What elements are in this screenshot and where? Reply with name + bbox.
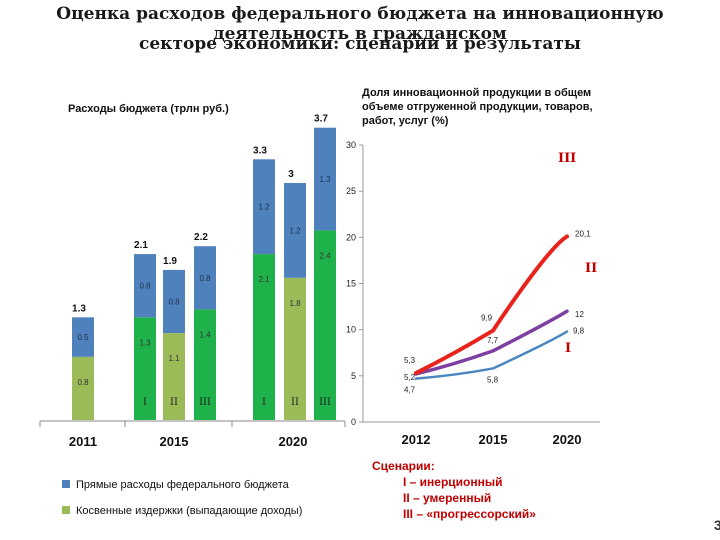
bar-indirect bbox=[163, 333, 185, 420]
line-series-II bbox=[414, 309, 569, 376]
bar-indirect bbox=[314, 230, 336, 420]
line-chart-title: работ, услуг (%) bbox=[362, 115, 449, 127]
bar-indirect bbox=[134, 317, 156, 420]
bar-scenario-label: III bbox=[319, 397, 331, 408]
bar-scenario-label: I bbox=[262, 397, 266, 408]
bar-direct-label: 0.8 bbox=[168, 298, 180, 307]
bar-total-label: 2.2 bbox=[194, 232, 208, 243]
line-data-label: 9,9 bbox=[481, 314, 493, 323]
line-x-tick-label: 2012 bbox=[402, 432, 431, 447]
bar-indirect-label: 0.8 bbox=[77, 378, 89, 387]
bar-total-label: 2.1 bbox=[134, 240, 148, 251]
line-series-name: I bbox=[565, 341, 571, 356]
bar-group-label: 2011 bbox=[69, 434, 97, 449]
line-y-tick-label: 15 bbox=[346, 279, 356, 289]
bar-total-label: 1.3 bbox=[72, 303, 86, 314]
line-data-label: 5,3 bbox=[404, 356, 416, 365]
line-x-tick-label: 2015 bbox=[479, 432, 508, 447]
bar-direct-label: 0.8 bbox=[199, 274, 211, 283]
line-data-label: 5,8 bbox=[487, 375, 499, 384]
scenario-item: II – умеренный bbox=[403, 491, 491, 505]
scenarios-heading: Сценарии: bbox=[372, 459, 435, 473]
line-data-label: 4,7 bbox=[404, 386, 416, 395]
legend-swatch bbox=[62, 480, 70, 488]
scenario-item: I – инерционный bbox=[403, 475, 503, 489]
bar-group-label: 2020 bbox=[279, 434, 308, 449]
bar-indirect bbox=[284, 277, 306, 420]
scenario-item: III – «прогрессорский» bbox=[403, 507, 536, 521]
legend-swatch bbox=[62, 506, 70, 514]
bar-indirect bbox=[72, 356, 94, 420]
line-series-name: II bbox=[585, 261, 597, 276]
bar-indirect-label: 1.4 bbox=[199, 330, 211, 339]
slide-title-line-2: секторе экономики: сценарии и результаты bbox=[139, 34, 581, 54]
bar-total-label: 3 bbox=[288, 169, 294, 180]
bar-scenario-label: II bbox=[170, 397, 178, 408]
bar-direct bbox=[163, 269, 185, 334]
line-y-tick-label: 5 bbox=[351, 371, 356, 381]
bar-direct-label: 0.5 bbox=[77, 333, 89, 342]
line-series-name: III bbox=[558, 151, 576, 166]
bar-indirect-label: 1.1 bbox=[168, 354, 180, 363]
line-chart-title: объеме отгруженной продукции, товаров, bbox=[362, 101, 593, 113]
bar-direct bbox=[284, 183, 306, 278]
bar-direct-label: 0.8 bbox=[139, 282, 151, 291]
line-chart-title: Доля инновационной продукции в общем bbox=[362, 87, 591, 99]
bar-total-label: 3.7 bbox=[314, 114, 328, 125]
bar-direct bbox=[314, 127, 336, 231]
bar-group-label: 2015 bbox=[160, 434, 189, 449]
legend-label: Прямые расходы федерального бюджета bbox=[76, 479, 290, 491]
line-data-label: 20,1 bbox=[575, 229, 591, 238]
bar-direct-label: 1.2 bbox=[289, 226, 301, 235]
line-y-tick-label: 20 bbox=[346, 232, 356, 242]
slide-title-line-1: Оценка расходов федерального бюджета на … bbox=[56, 4, 664, 44]
bar-direct bbox=[134, 254, 156, 318]
bar-direct bbox=[194, 246, 216, 310]
bar-scenario-label: II bbox=[291, 397, 299, 408]
bar-indirect-label: 1.3 bbox=[139, 338, 151, 347]
bar-indirect-label: 2.1 bbox=[258, 275, 270, 284]
line-y-tick-label: 25 bbox=[346, 186, 356, 196]
line-x-tick-label: 2020 bbox=[553, 432, 582, 447]
line-data-label: 7,7 bbox=[487, 336, 499, 345]
bar-direct-label: 1.3 bbox=[319, 175, 331, 184]
line-y-tick-label: 30 bbox=[346, 140, 356, 150]
legend-label: Косвенные издержки (выпадающие доходы) bbox=[76, 505, 302, 517]
bar-indirect-label: 2.4 bbox=[319, 251, 331, 260]
line-data-label: 9,8 bbox=[573, 327, 585, 336]
bar-indirect bbox=[194, 309, 216, 420]
line-data-label: 12 bbox=[575, 310, 584, 319]
line-y-tick-label: 10 bbox=[346, 325, 356, 335]
bar-scenario-label: I bbox=[143, 397, 147, 408]
line-series-I bbox=[414, 330, 569, 380]
page-number: 3 bbox=[714, 517, 720, 533]
bar-indirect-label: 1.8 bbox=[289, 299, 301, 308]
line-series-III bbox=[414, 234, 569, 376]
bar-total-label: 1.9 bbox=[163, 256, 177, 267]
bar-direct-label: 1.2 bbox=[258, 203, 270, 212]
line-y-tick-label: 0 bbox=[351, 417, 356, 427]
bar-scenario-label: III bbox=[199, 397, 211, 408]
line-data-label: 5,2 bbox=[404, 373, 416, 382]
bar-chart-title: Расходы бюджета (трлн руб.) bbox=[68, 103, 229, 115]
bar-total-label: 3.3 bbox=[253, 145, 267, 156]
bar-direct bbox=[72, 317, 94, 357]
bar-direct bbox=[253, 159, 275, 255]
bar-indirect bbox=[253, 254, 275, 420]
